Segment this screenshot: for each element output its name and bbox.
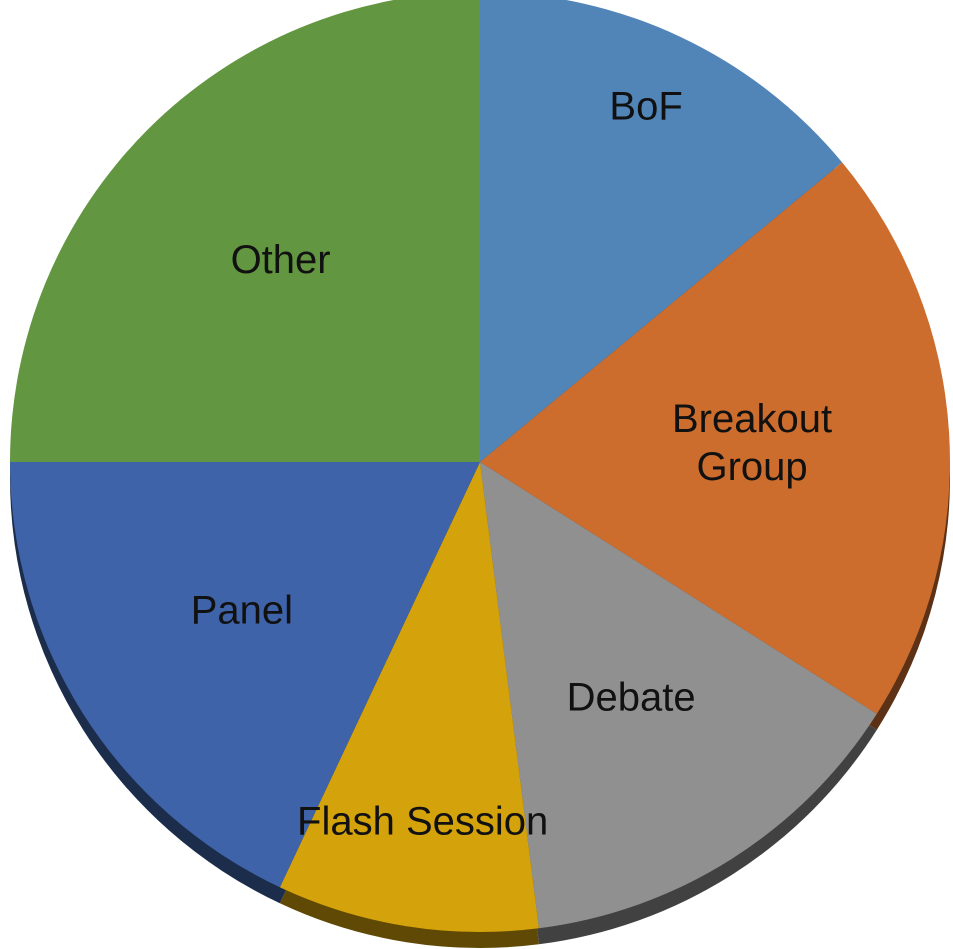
slice (279, 462, 539, 933)
slice-label: Breakout Group (672, 396, 832, 488)
slice (480, 462, 877, 929)
slice-label: Other (231, 238, 331, 282)
slice-label: Flash Session (297, 800, 548, 844)
label-line: Group (696, 444, 807, 488)
label-line: Breakout (672, 396, 832, 440)
slice (10, 462, 480, 888)
slice (10, 0, 480, 462)
slice (480, 0, 843, 462)
slice-label: BoF (609, 85, 682, 129)
slice (480, 162, 950, 714)
slice-label: Debate (567, 676, 696, 720)
slice-label: Panel (191, 589, 293, 633)
